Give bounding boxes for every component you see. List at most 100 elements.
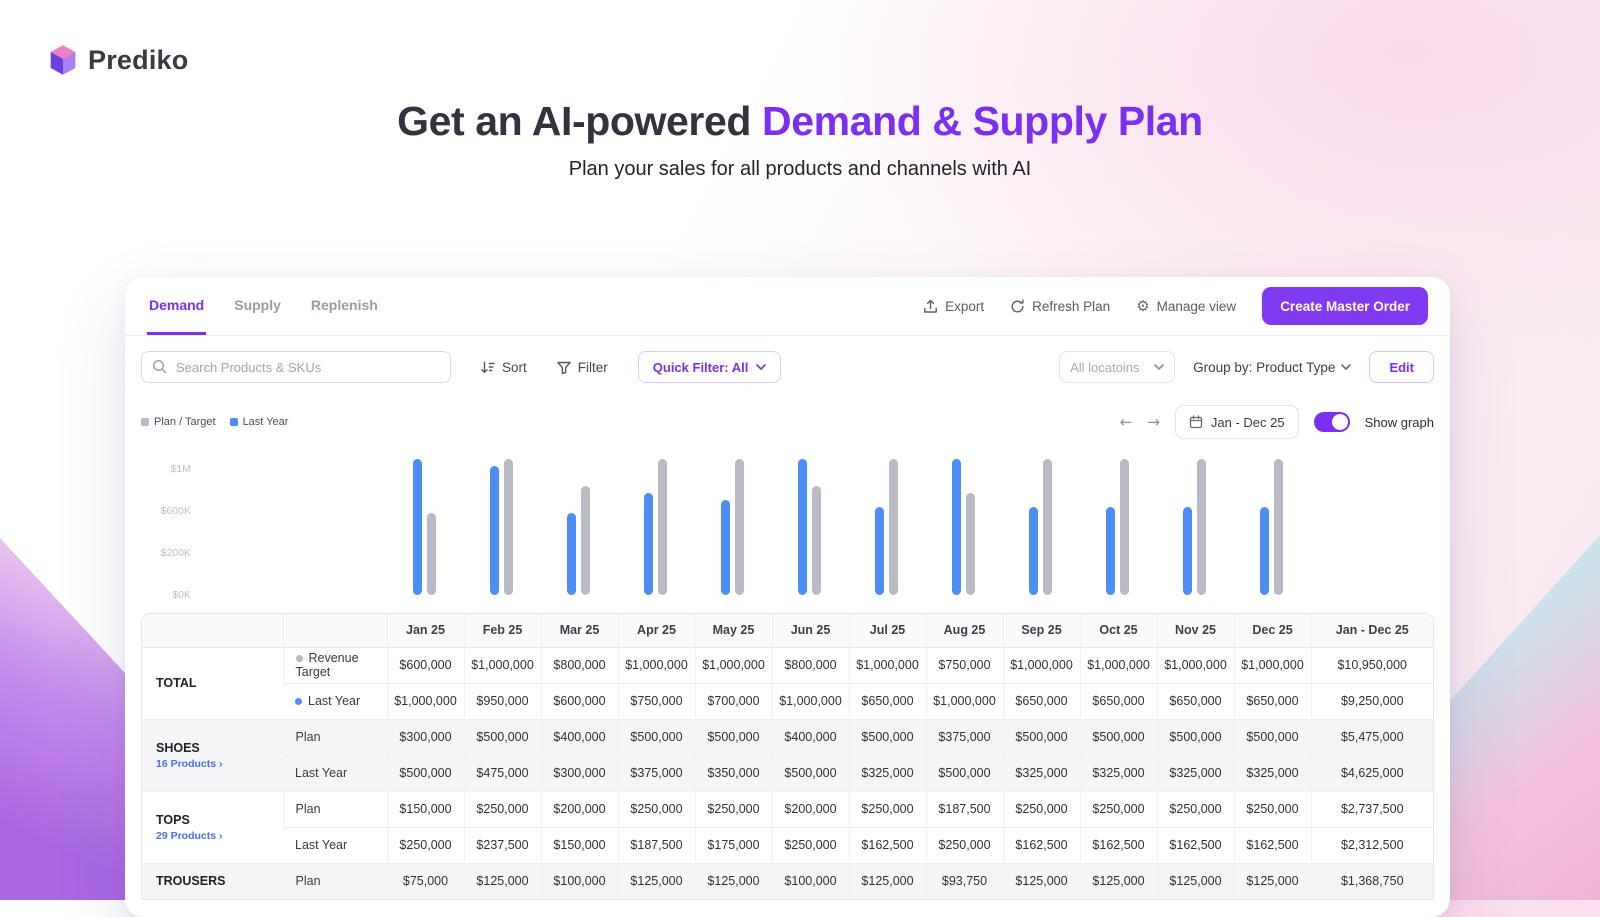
value-cell: $125,000	[617, 862, 695, 899]
value-cell: $125,000	[1002, 862, 1080, 899]
group-by-label: Group by: Product Type	[1193, 359, 1336, 375]
prev-period-button[interactable]: ←	[1119, 413, 1133, 431]
date-range-picker[interactable]: Jan - Dec 25	[1174, 405, 1299, 439]
value-cell: $93,750	[925, 862, 1003, 899]
column-header: May 25	[694, 614, 772, 648]
locations-dropdown[interactable]: All locatoins	[1059, 351, 1176, 383]
header-actions: Export Refresh Plan ⚙ Manage view Create…	[923, 277, 1428, 335]
chevron-down-icon	[1154, 364, 1164, 370]
refresh-plan-button[interactable]: Refresh Plan	[1010, 299, 1110, 314]
filter-button[interactable]: Filter	[557, 360, 608, 375]
chart-legend: Plan / Target Last Year	[141, 416, 288, 428]
value-cell: $250,000	[1079, 790, 1157, 827]
brand-name: Prediko	[88, 44, 189, 75]
value-cell: $125,000	[1079, 862, 1157, 899]
tab-demand[interactable]: Demand	[147, 277, 207, 335]
value-cell: $5,475,000	[1310, 718, 1433, 755]
value-cell: $400,000	[540, 718, 618, 755]
value-cell: $750,000	[617, 682, 695, 719]
chart-header: Plan / Target Last Year ← → Jan - Dec 25…	[141, 405, 1434, 439]
tab-replenish[interactable]: Replenish	[310, 296, 378, 313]
table-corner	[282, 614, 387, 648]
tab-supply[interactable]: Supply	[234, 296, 281, 313]
series-dot	[295, 698, 302, 706]
bar-group-4	[617, 445, 694, 595]
bar-last-year	[567, 513, 576, 595]
products-link[interactable]: 29 Products ›	[156, 829, 223, 842]
value-cell: $400,000	[771, 718, 849, 755]
value-cell: $1,000,000	[1002, 646, 1080, 683]
group-name: TROUSERS	[156, 874, 226, 889]
column-header: Dec 25	[1233, 614, 1311, 648]
table-body: TOTAL Revenue Target $600,000 $1,000,000 $80…	[142, 646, 1433, 899]
value-cell: $1,000,000	[1079, 646, 1157, 683]
chevron-down-icon	[756, 364, 767, 370]
chevron-down-icon	[1341, 364, 1352, 370]
value-cell: $500,000	[925, 754, 1003, 791]
row-label: Last Year	[283, 826, 387, 863]
value-cell: $125,000	[463, 862, 541, 899]
search-input[interactable]	[141, 351, 451, 383]
chart-plot	[386, 445, 1310, 595]
value-cell: $650,000	[1002, 682, 1080, 719]
value-cell: $1,000,000	[386, 682, 464, 719]
bar-group-11	[1156, 445, 1233, 595]
export-label: Export	[945, 298, 985, 314]
show-graph-toggle[interactable]	[1313, 412, 1350, 432]
bar-group-12	[1233, 445, 1310, 595]
bar-group-10	[1079, 445, 1156, 595]
table-row: Last Year $1,000,000 $950,000 $600,000 $750,…	[142, 682, 1433, 719]
prediko-logo[interactable]: Prediko	[48, 44, 188, 76]
refresh-plan-label: Refresh Plan	[1032, 298, 1111, 314]
bar-plan-target	[581, 486, 590, 595]
value-cell: $250,000	[694, 790, 772, 827]
manage-view-button[interactable]: ⚙ Manage view	[1136, 298, 1236, 314]
group-by-dropdown[interactable]: Group by: Product Type	[1193, 359, 1352, 375]
row-label: Last Year	[283, 754, 387, 791]
table-row: SHOES 16 Products › Plan $300,000 $500,000 $4…	[142, 718, 1433, 791]
value-cell: $500,000	[694, 718, 772, 755]
edit-button[interactable]: Edit	[1369, 351, 1434, 383]
value-cell: $150,000	[540, 826, 618, 863]
value-cell: $500,000	[1156, 718, 1234, 755]
export-button[interactable]: Export	[923, 299, 984, 314]
value-cell: $750,000	[925, 646, 1003, 683]
value-cell: $700,000	[694, 682, 772, 719]
date-range-label: Jan - Dec 25	[1210, 414, 1285, 430]
value-cell: $250,000	[771, 826, 849, 863]
row-label: Revenue Target	[282, 646, 387, 683]
value-cell: $162,500	[1233, 826, 1311, 863]
quick-filter-dropdown[interactable]: Quick Filter: All	[637, 351, 782, 383]
bar-plan-target	[504, 459, 513, 595]
group-cell-trousers: TROUSERS	[142, 862, 283, 899]
value-cell: $1,000,000	[1233, 646, 1311, 683]
table-row: TOPS 29 Products › Plan $150,000 $250,000 $20…	[142, 790, 1433, 863]
value-cell: $475,000	[463, 754, 541, 791]
bar-last-year	[721, 500, 730, 595]
products-link[interactable]: 16 Products ›	[156, 757, 223, 770]
column-header: Sep 25	[1002, 614, 1080, 648]
create-master-order-button[interactable]: Create Master Order	[1262, 287, 1428, 325]
value-cell: $162,500	[1079, 826, 1157, 863]
sort-button[interactable]: Sort	[481, 360, 527, 375]
bar-last-year	[644, 493, 653, 595]
value-cell: $200,000	[540, 790, 618, 827]
column-header: Feb 25	[463, 614, 541, 648]
legend-item-plan-target: Plan / Target	[141, 416, 216, 428]
legend-item-last-year: Last Year	[229, 416, 288, 428]
value-cell: $1,000,000	[925, 682, 1003, 719]
bar-last-year	[490, 466, 499, 595]
tab-bar: Demand Supply Replenish	[147, 277, 380, 335]
next-period-button[interactable]: →	[1147, 413, 1160, 431]
value-cell: $325,000	[1002, 754, 1080, 791]
value-cell: $75,000	[386, 862, 464, 899]
filter-label: Filter	[577, 359, 608, 375]
value-cell: $650,000	[848, 682, 926, 719]
table-corner	[142, 614, 283, 648]
chart-area: $1M $600K $200K $0K	[141, 445, 1434, 601]
y-tick-label: $600K	[160, 505, 191, 517]
app-header: Demand Supply Replenish Export Refresh P…	[125, 277, 1450, 336]
value-cell: $150,000	[386, 790, 464, 827]
value-cell: $125,000	[694, 862, 772, 899]
value-cell: $500,000	[1002, 718, 1080, 755]
